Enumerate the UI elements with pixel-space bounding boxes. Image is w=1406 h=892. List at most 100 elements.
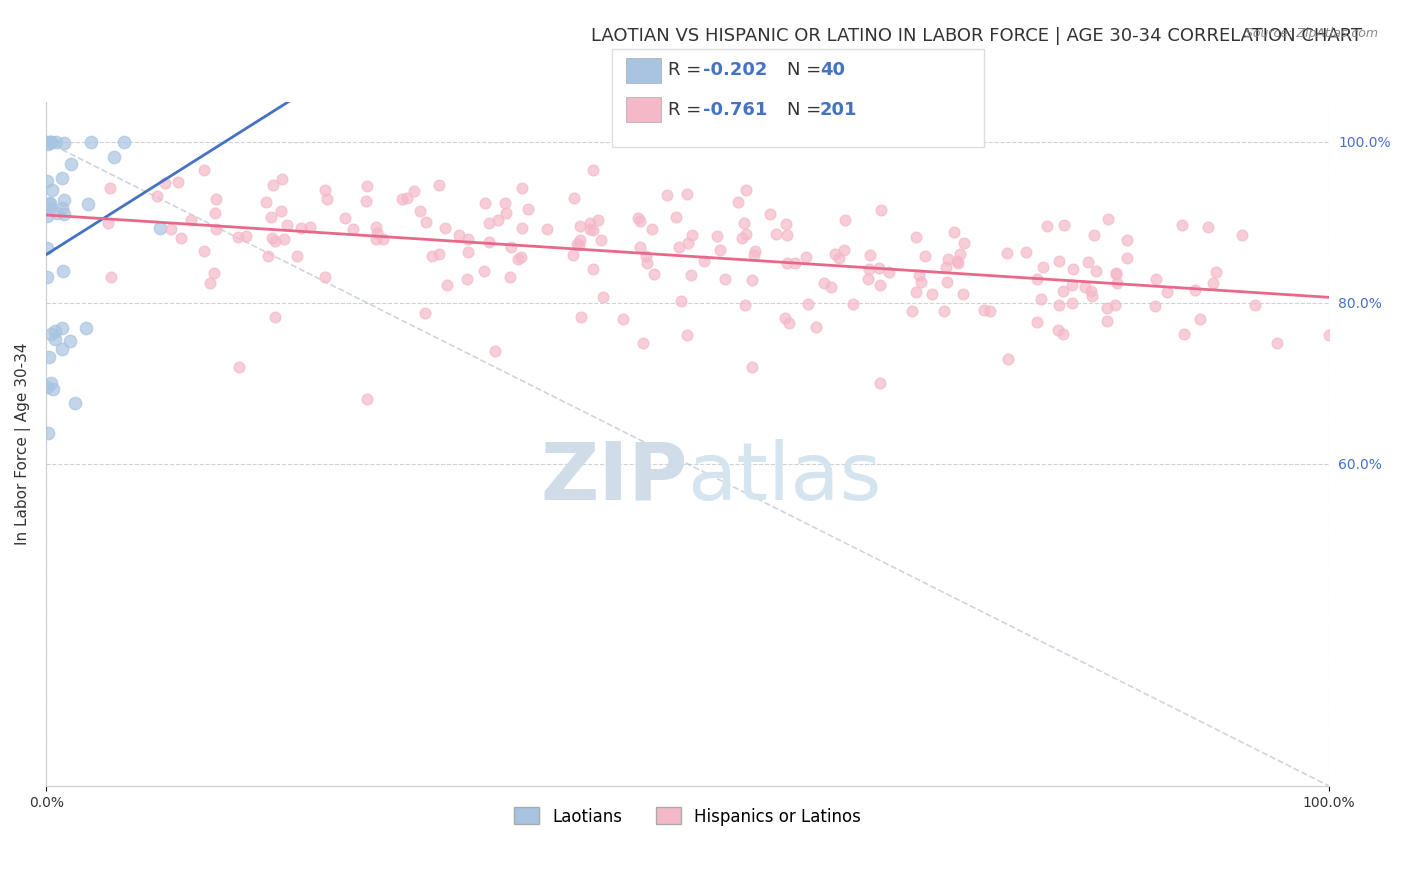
Text: atlas: atlas xyxy=(688,439,882,516)
Point xyxy=(1107,276,1129,290)
Point xyxy=(263,234,285,248)
Point xyxy=(536,222,558,236)
Point xyxy=(59,334,82,349)
Point xyxy=(373,232,395,246)
Point xyxy=(98,180,121,194)
Point xyxy=(1170,218,1192,232)
Point xyxy=(1115,233,1137,247)
Point xyxy=(35,135,58,149)
Point xyxy=(45,135,67,149)
Point xyxy=(628,240,651,254)
Point xyxy=(869,376,891,391)
Point xyxy=(973,302,995,317)
Point xyxy=(257,249,280,263)
Text: 40: 40 xyxy=(820,62,845,79)
Point xyxy=(589,233,612,247)
Point xyxy=(80,135,103,149)
Point xyxy=(1032,260,1054,274)
Point xyxy=(474,196,496,211)
Point xyxy=(741,360,763,375)
Point xyxy=(935,260,957,274)
Point xyxy=(422,249,444,263)
Point xyxy=(676,186,699,201)
Point xyxy=(1230,227,1253,242)
Point xyxy=(858,262,880,277)
Point xyxy=(1095,313,1118,327)
Point xyxy=(38,196,60,211)
Point xyxy=(1062,295,1084,310)
Point xyxy=(870,202,893,217)
Point xyxy=(910,276,932,290)
Point xyxy=(797,297,820,311)
Point xyxy=(153,176,176,190)
Point xyxy=(404,185,426,199)
Point xyxy=(1077,255,1099,269)
Point xyxy=(932,303,955,318)
Point xyxy=(427,247,450,261)
Point xyxy=(765,227,787,241)
Point xyxy=(706,229,728,244)
Point xyxy=(868,261,890,276)
Point xyxy=(100,269,122,284)
Point xyxy=(1104,298,1126,312)
Point xyxy=(734,227,756,241)
Point xyxy=(733,216,755,230)
Point xyxy=(478,235,501,250)
Point xyxy=(676,328,699,343)
Point xyxy=(582,262,605,277)
Point xyxy=(900,303,922,318)
Point xyxy=(641,222,664,236)
Point xyxy=(396,191,419,205)
Point xyxy=(366,226,388,240)
Point xyxy=(1189,311,1212,326)
Point xyxy=(447,227,470,242)
Point xyxy=(636,256,658,270)
Point xyxy=(260,210,283,224)
Point xyxy=(41,135,63,149)
Point xyxy=(997,352,1019,367)
Point xyxy=(1116,251,1139,265)
Point xyxy=(510,181,533,195)
Point xyxy=(342,222,364,236)
Point xyxy=(51,320,73,334)
Point xyxy=(356,194,378,209)
Point xyxy=(51,171,73,186)
Point xyxy=(834,212,856,227)
Point xyxy=(42,382,65,396)
Point xyxy=(41,183,63,197)
Point xyxy=(204,192,226,206)
Point xyxy=(103,150,125,164)
Point xyxy=(262,178,284,192)
Point xyxy=(484,344,506,359)
Point xyxy=(643,267,665,281)
Point xyxy=(741,273,763,287)
Point xyxy=(160,222,183,236)
Point xyxy=(38,135,60,149)
Point xyxy=(1156,285,1178,300)
Point xyxy=(1062,277,1084,292)
Point xyxy=(633,335,655,350)
Point xyxy=(936,275,959,289)
Point xyxy=(877,264,900,278)
Point xyxy=(921,286,943,301)
Point xyxy=(946,256,969,270)
Point xyxy=(1085,263,1108,277)
Point xyxy=(582,223,605,237)
Point xyxy=(692,254,714,268)
Point xyxy=(731,230,754,244)
Point xyxy=(495,205,517,219)
Point xyxy=(37,136,59,151)
Point xyxy=(290,221,312,235)
Point xyxy=(953,236,976,251)
Point xyxy=(37,209,59,223)
Point xyxy=(628,214,651,228)
Point xyxy=(52,264,75,278)
Point xyxy=(356,178,378,193)
Point xyxy=(1144,299,1167,313)
Point xyxy=(568,238,591,252)
Point xyxy=(1095,301,1118,316)
Point xyxy=(478,216,501,230)
Point xyxy=(734,183,756,197)
Point xyxy=(714,272,737,286)
Point xyxy=(77,197,100,211)
